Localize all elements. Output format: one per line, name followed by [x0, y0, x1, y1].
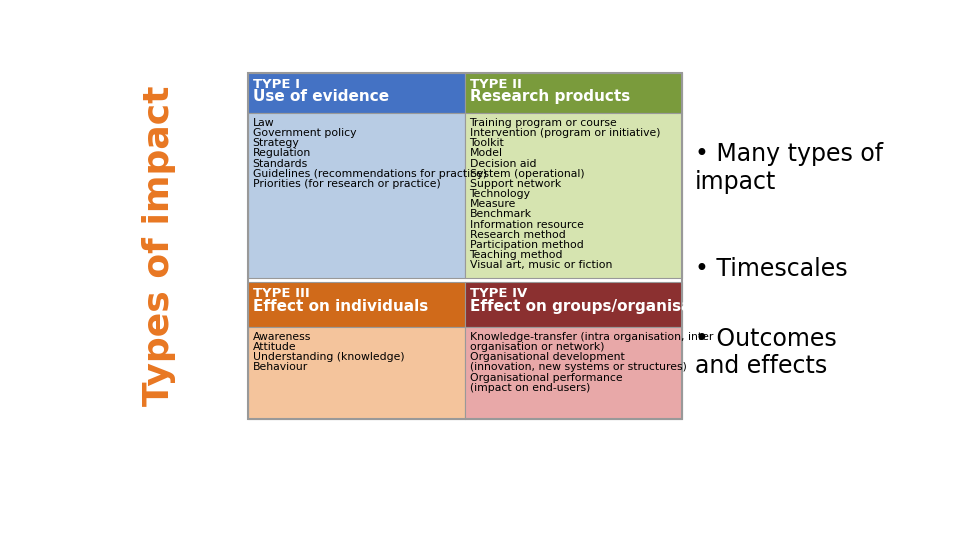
Text: Research products: Research products — [470, 90, 631, 104]
Text: Guidelines (recommendations for practice): Guidelines (recommendations for practice… — [252, 168, 487, 179]
Text: Priorities (for research or practice): Priorities (for research or practice) — [252, 179, 441, 189]
Text: Model: Model — [469, 148, 502, 158]
Text: Information resource: Information resource — [469, 220, 584, 229]
Text: Research method: Research method — [469, 230, 565, 240]
Text: Behaviour: Behaviour — [252, 362, 308, 373]
Text: • Outcomes
and effects: • Outcomes and effects — [695, 327, 837, 379]
Text: Knowledge-transfer (intra organisation, inter: Knowledge-transfer (intra organisation, … — [469, 332, 713, 342]
Text: (innovation, new systems or structures): (innovation, new systems or structures) — [469, 362, 686, 373]
Text: TYPE I: TYPE I — [253, 78, 300, 91]
Text: Participation method: Participation method — [469, 240, 584, 250]
Text: Law: Law — [252, 118, 275, 128]
Text: Benchmark: Benchmark — [469, 210, 532, 219]
Text: (impact on end-users): (impact on end-users) — [469, 383, 589, 393]
Text: Standards: Standards — [252, 159, 308, 168]
Text: TYPE III: TYPE III — [253, 287, 310, 300]
Text: Strategy: Strategy — [252, 138, 300, 149]
Text: Organisational performance: Organisational performance — [469, 373, 622, 383]
Text: Training program or course: Training program or course — [469, 118, 617, 128]
Bar — [248, 72, 682, 419]
Text: Attitude: Attitude — [252, 342, 296, 352]
Bar — [465, 112, 682, 278]
Text: Intervention (program or initiative): Intervention (program or initiative) — [469, 128, 660, 138]
Text: Effect on groups/organisations: Effect on groups/organisations — [470, 299, 734, 314]
Text: Regulation: Regulation — [252, 148, 311, 158]
Text: Types of impact: Types of impact — [142, 85, 176, 406]
Bar — [248, 282, 465, 327]
Text: Visual art, music or fiction: Visual art, music or fiction — [469, 260, 612, 270]
Bar — [465, 282, 682, 327]
Text: System (operational): System (operational) — [469, 168, 584, 179]
Text: • Timescales: • Timescales — [695, 257, 848, 281]
Text: Awareness: Awareness — [252, 332, 311, 342]
Text: TYPE IV: TYPE IV — [470, 287, 528, 300]
Text: • Many types of
impact: • Many types of impact — [695, 142, 883, 194]
Bar — [465, 72, 682, 112]
Text: Use of evidence: Use of evidence — [253, 90, 390, 104]
Text: Effect on individuals: Effect on individuals — [253, 299, 428, 314]
Text: TYPE II: TYPE II — [470, 78, 522, 91]
Text: Toolkit: Toolkit — [469, 138, 504, 149]
Text: Technology: Technology — [469, 189, 531, 199]
Text: organisation or network): organisation or network) — [469, 342, 604, 352]
Text: Understanding (knowledge): Understanding (knowledge) — [252, 352, 404, 362]
Text: Organisational development: Organisational development — [469, 352, 624, 362]
Bar — [248, 112, 465, 278]
Text: Measure: Measure — [469, 199, 516, 209]
Text: Teaching method: Teaching method — [469, 250, 563, 260]
Text: Support network: Support network — [469, 179, 561, 189]
Bar — [248, 327, 465, 419]
Text: Government policy: Government policy — [252, 128, 356, 138]
Bar — [465, 327, 682, 419]
Text: Decision aid: Decision aid — [469, 159, 536, 168]
Bar — [248, 72, 465, 112]
